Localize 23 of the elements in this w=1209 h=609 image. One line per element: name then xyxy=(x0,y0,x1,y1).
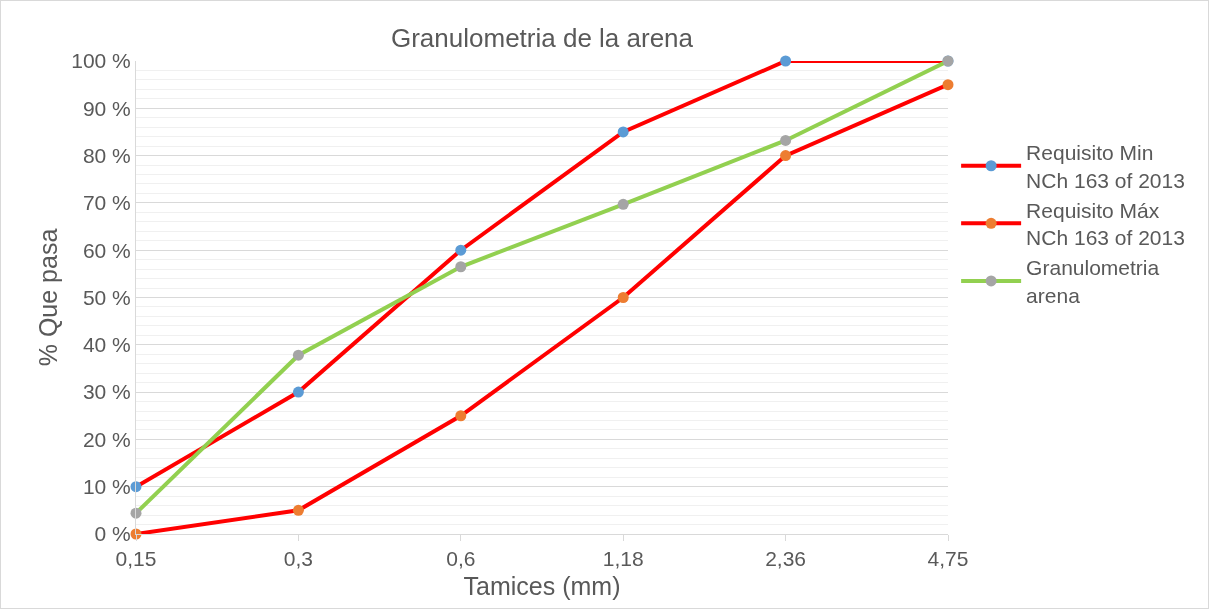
y-tick-label: 60 % xyxy=(82,238,131,262)
y-tick-label: 0 % xyxy=(94,522,131,546)
y-tick-label: 80 % xyxy=(82,143,131,167)
y-tick-label: 70 % xyxy=(82,191,131,215)
y-tick-label: 100 % xyxy=(71,49,131,73)
y-tick-label: 40 % xyxy=(82,333,131,357)
y-tick-label: 90 % xyxy=(82,96,131,120)
y-tick-label: 10 % xyxy=(82,475,131,499)
x-tick-label: 2,36 xyxy=(765,547,807,571)
x-tick-label: 0,15 xyxy=(115,547,157,571)
x-axis-title: Tamices (mm) xyxy=(463,572,621,601)
y-tick-label: 30 % xyxy=(82,380,131,404)
legend-label: Requisito Min NCh 163 of 2013 xyxy=(1026,141,1185,192)
y-axis-title: % Que pasa xyxy=(34,228,62,367)
x-tick-label: 0,6 xyxy=(446,547,476,571)
legend-label: Requisito Máx NCh 163 of 2013 xyxy=(1026,198,1185,250)
x-tick-label: 4,75 xyxy=(927,547,969,571)
legend-label: Granulometria arena xyxy=(1026,256,1160,307)
x-tick-label: 1,18 xyxy=(602,547,644,571)
y-tick-label: 50 % xyxy=(82,285,131,309)
x-tick-label: 0,3 xyxy=(283,547,313,571)
y-tick-label: 20 % xyxy=(82,427,131,451)
chart-title: Granulometria de la arena xyxy=(390,22,694,53)
